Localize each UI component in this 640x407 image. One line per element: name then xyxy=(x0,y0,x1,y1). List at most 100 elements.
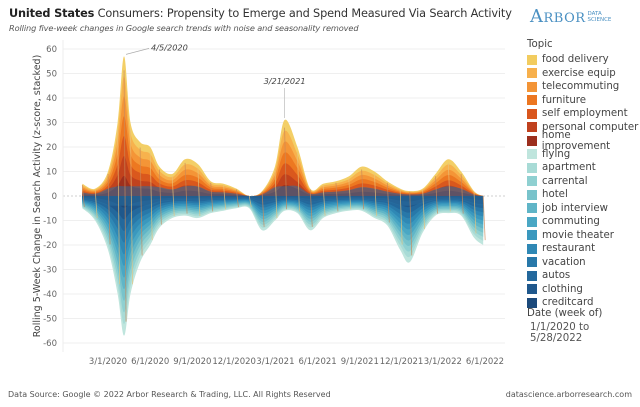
legend-label: vacation xyxy=(542,256,586,268)
logo-sub-line2: SCIENCE xyxy=(587,16,612,23)
legend-item[interactable]: creditcard xyxy=(527,296,640,310)
legend-item[interactable]: movie theater xyxy=(527,229,640,243)
legend-item[interactable]: restaurant xyxy=(527,242,640,256)
date-filter-range[interactable]: 1/1/2020 to 5/28/2022 xyxy=(530,322,590,344)
x-tick-label: 6/1/2020 xyxy=(131,357,169,367)
legend-swatch xyxy=(527,68,537,79)
stream-week-line xyxy=(348,178,352,210)
stream-week-line xyxy=(139,147,143,256)
legend-swatch xyxy=(527,176,537,187)
legend-swatch xyxy=(527,243,537,254)
legend-item[interactable]: flying xyxy=(527,148,640,162)
legend-item[interactable]: hotel xyxy=(527,188,640,202)
legend-item[interactable]: autos xyxy=(527,269,640,283)
legend-item[interactable]: carrental xyxy=(527,175,640,189)
stream-week-line xyxy=(409,191,413,256)
stream-layer-food-delivery xyxy=(82,56,484,197)
legend-label: food delivery xyxy=(542,54,609,66)
stream-week-line xyxy=(435,176,438,214)
legend-item[interactable]: food delivery xyxy=(527,53,640,67)
annotation-leader-line xyxy=(125,48,150,55)
legend-swatch xyxy=(527,270,537,281)
legend-swatch xyxy=(527,216,537,227)
legend-label: movie theater xyxy=(542,229,614,241)
y-tick-label: -20 xyxy=(43,241,57,251)
stream-week-line xyxy=(482,195,486,241)
legend-swatch xyxy=(527,81,537,92)
legend-item[interactable]: apartment xyxy=(527,161,640,175)
legend-label: job interview xyxy=(542,202,608,214)
logo-wordmark: Arbor xyxy=(530,6,586,27)
chart-title-bold: United States xyxy=(9,7,95,20)
y-tick-label: -10 xyxy=(43,217,57,227)
legend-label: creditcard xyxy=(542,297,594,309)
stream-week-line xyxy=(223,184,226,210)
x-axis-ticks: 3/1/2020 6/1/2020 9/1/2020 12/1/2020 3/1/202… xyxy=(89,357,504,367)
legend-swatch xyxy=(527,230,537,241)
legend-item[interactable]: job interview xyxy=(527,202,640,216)
legend-item[interactable]: home improvement xyxy=(527,130,640,152)
legend-swatch xyxy=(527,284,537,295)
legend-title: Topic xyxy=(527,39,553,50)
x-tick-label: 9/1/2021 xyxy=(341,357,379,367)
y-tick-label: -30 xyxy=(43,266,57,276)
stream-week-line xyxy=(117,129,121,285)
legend-item[interactable]: personal computer xyxy=(527,121,640,135)
x-tick-label: 3/1/2020 xyxy=(89,357,127,367)
legend-item[interactable]: furniture xyxy=(527,94,640,108)
x-tick-label: 3/1/2022 xyxy=(424,357,462,367)
legend-item[interactable]: clothing xyxy=(527,283,640,297)
logo-subtext: DATA SCIENCE xyxy=(588,11,612,23)
legend-swatch xyxy=(527,149,537,160)
legend-label: exercise equip xyxy=(542,67,616,79)
stream-week-line xyxy=(130,129,133,285)
stream-week-line xyxy=(158,169,162,225)
chart-title: United States Consumers: Propensity to E… xyxy=(9,7,512,20)
stream-layer-self-employment xyxy=(82,136,484,197)
stream-core-band xyxy=(82,185,484,206)
legend-swatch xyxy=(527,297,537,308)
legend-item[interactable]: vacation xyxy=(527,256,640,270)
legend-label: hotel xyxy=(542,189,568,201)
logo-sub-line1: DATA xyxy=(587,10,602,17)
stream-week-line xyxy=(473,191,477,234)
stream-week-line xyxy=(399,189,403,245)
stream-week-line xyxy=(335,182,339,212)
legend-swatch xyxy=(527,108,537,119)
legend-label: personal computer xyxy=(542,121,639,133)
stream-week-line xyxy=(460,173,464,214)
stream-layer-exercise-equip xyxy=(82,76,484,197)
legend-swatch xyxy=(527,122,537,133)
stream-week-line xyxy=(210,182,214,212)
x-tick-label: 6/1/2022 xyxy=(466,357,504,367)
legend: Topic food delivery exercise equip telecom… xyxy=(527,39,640,310)
stream-layer-telecommuting xyxy=(82,96,484,197)
legend-item[interactable]: commuting xyxy=(527,215,640,229)
legend-label: furniture xyxy=(542,94,587,106)
y-tick-label: -60 xyxy=(43,339,57,349)
x-tick-label: 6/1/2021 xyxy=(299,357,337,367)
chart-title-rest: Consumers: Propensity to Emerge and Spen… xyxy=(94,7,512,20)
footer-url[interactable]: datascience.arborresearch.com xyxy=(505,390,632,399)
legend-swatch xyxy=(527,95,537,106)
legend-swatch xyxy=(527,189,537,200)
y-tick-label: 10 xyxy=(46,168,57,178)
y-tick-label: -40 xyxy=(43,290,57,300)
legend-label: home improvement xyxy=(541,129,611,152)
annotation-label: 4/5/2020 xyxy=(151,42,188,52)
stream-week-line xyxy=(274,169,278,219)
y-axis-ticks: 60 50 40 30 20 10 0 -10 -20 -30 -40 -50 -60 xyxy=(43,45,57,349)
x-tick-label: 12/1/2021 xyxy=(380,357,424,367)
y-axis-label: Rolling 5-Week Change in Search Activity… xyxy=(32,55,43,338)
stream-layer-home-improvement xyxy=(82,176,484,197)
legend-item[interactable]: exercise equip xyxy=(527,67,640,81)
stream-week-line xyxy=(149,151,153,241)
legend-item[interactable]: self employment xyxy=(527,107,640,121)
stream-week-line xyxy=(284,127,287,210)
stream-week-line xyxy=(374,173,377,216)
y-tick-label: 0 xyxy=(52,192,57,202)
chart-subtitle: Rolling five-week changes in Google sear… xyxy=(9,23,359,33)
legend-item[interactable]: telecommuting xyxy=(527,80,640,94)
y-tick-label: 40 xyxy=(46,94,57,104)
stream-week-line xyxy=(422,189,426,230)
